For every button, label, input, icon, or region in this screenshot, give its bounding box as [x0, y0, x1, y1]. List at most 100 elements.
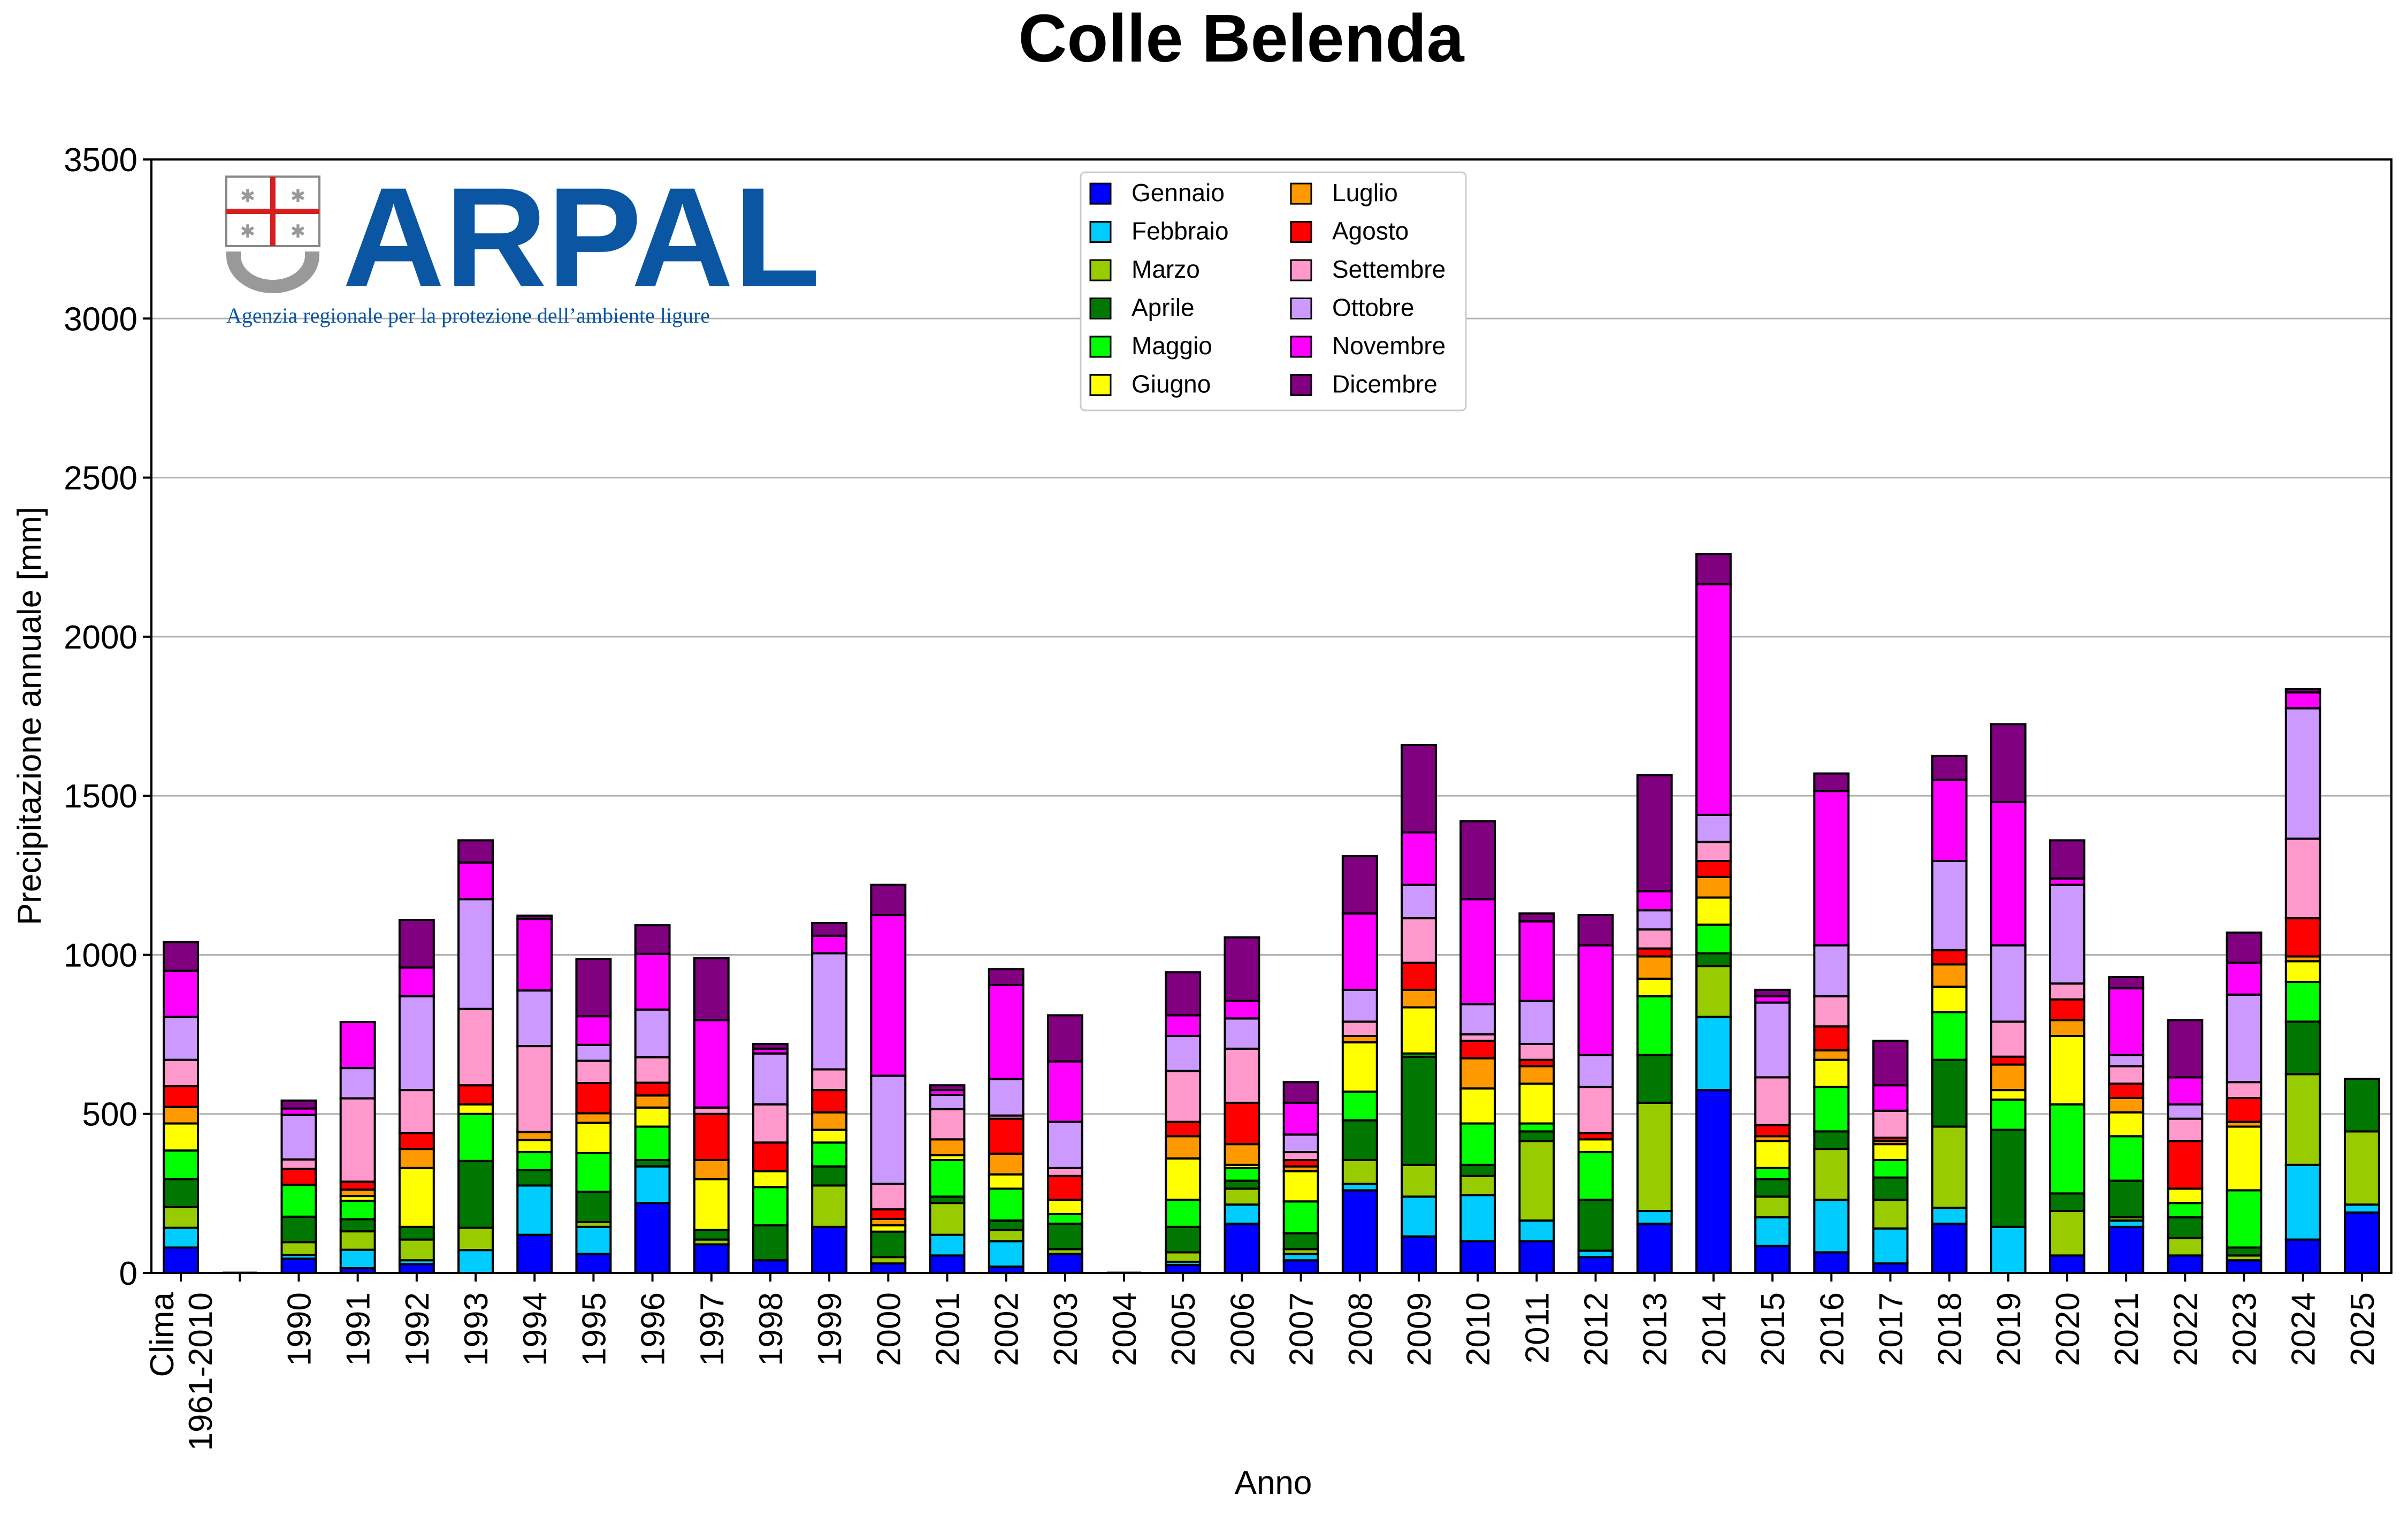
bar-segment — [339, 1248, 376, 1270]
bar-segment — [2108, 1111, 2145, 1138]
x-tick-label: 1995 — [576, 1292, 613, 1366]
bar-segment — [1282, 1133, 1319, 1154]
bar-segment — [1813, 1199, 1850, 1254]
bar-segment — [1931, 949, 1968, 966]
bar-segment — [516, 1184, 553, 1236]
bar-segment — [2226, 962, 2262, 996]
bar-segment — [398, 1238, 435, 1262]
bar-segment — [929, 1084, 966, 1092]
bar-segment — [752, 1042, 789, 1050]
bar-segment — [988, 968, 1025, 986]
bar-segment — [2284, 837, 2321, 920]
bar-segment — [2049, 998, 2085, 1022]
x-tick-label: 1961-2010 — [182, 1292, 219, 1451]
bar-segment — [516, 1045, 553, 1133]
chart-title: Colle Belenda — [1018, 1, 1464, 76]
bar-segment — [1165, 1135, 1202, 1160]
bar-segment — [1695, 860, 1732, 878]
bar-segment — [1459, 1057, 1496, 1090]
bar-segment — [1341, 1091, 1378, 1122]
bar-segment — [1341, 1041, 1378, 1093]
x-tick-label: 2015 — [1755, 1292, 1792, 1366]
bar-segment — [1224, 1203, 1260, 1225]
bar-segment — [2343, 1130, 2380, 1206]
bar-segment — [1341, 1020, 1378, 1038]
bar-segment — [398, 995, 435, 1092]
bar-segment — [988, 1240, 1025, 1268]
bar-segment — [1401, 917, 1437, 964]
bar-segment — [870, 1074, 907, 1185]
bar-segment — [1931, 779, 1968, 863]
bar-segment — [929, 1094, 966, 1110]
bar-segment — [1636, 1101, 1673, 1213]
bar-segment — [2226, 1259, 2262, 1274]
bar-segment — [988, 1153, 1025, 1176]
bar-segment — [988, 1173, 1025, 1190]
bar-segment — [752, 1141, 789, 1172]
arpal-logo-text: ARPAL — [342, 158, 820, 317]
x-tick-label: 1994 — [517, 1292, 554, 1366]
bar-segment — [2226, 931, 2262, 964]
bar-segment — [1754, 988, 1791, 997]
bar-segment — [1341, 855, 1378, 915]
bar-segment — [163, 1178, 200, 1208]
legend-swatch — [1089, 336, 1112, 358]
x-tick-label: 2010 — [1460, 1292, 1497, 1366]
legend-swatch — [1089, 221, 1112, 243]
bar-segment — [1577, 1256, 1614, 1275]
bar-segment — [2049, 1254, 2085, 1275]
bar-segment — [988, 1078, 1025, 1117]
bar-segment — [929, 1158, 966, 1198]
bar-segment — [1695, 923, 1732, 955]
bar-segment — [280, 1215, 317, 1244]
bar-segment — [2108, 987, 2145, 1056]
bar-segment — [1636, 774, 1673, 893]
y-axis-label: Precipitazione annuale [mm] — [11, 507, 48, 925]
bar-segment — [1931, 1011, 1968, 1061]
bar-segment — [1636, 947, 1673, 958]
y-tick-label: 2500 — [64, 460, 137, 497]
bar-segment — [516, 1151, 553, 1171]
legend-label: Luglio — [1332, 179, 1398, 207]
bar-segment — [929, 1138, 966, 1157]
bar-segment — [1754, 1076, 1791, 1126]
y-tick-label: 3500 — [64, 142, 137, 179]
bar-segment — [1401, 883, 1437, 920]
bar-segment — [1282, 1170, 1319, 1203]
liguria-shield-icon: ✱ ✱ ✱ ✱ — [225, 176, 320, 293]
bar-segment — [339, 1097, 376, 1183]
bar-segment — [1046, 1014, 1083, 1063]
bar-segment — [752, 1170, 789, 1188]
bar-segment — [1990, 1020, 2027, 1058]
bar-segment — [163, 1149, 200, 1180]
arpal-logo-subtitle: Agenzia regionale per la protezione dell… — [226, 303, 710, 327]
x-tick-label: 1991 — [340, 1292, 377, 1366]
svg-text:✱: ✱ — [240, 186, 256, 207]
bar-segment — [811, 952, 848, 1071]
bar-segment — [516, 1169, 553, 1187]
bar-segment — [1872, 1039, 1909, 1087]
bar-segment — [929, 1254, 966, 1275]
bar-segment — [1165, 1264, 1202, 1275]
bar-segment — [634, 1094, 671, 1109]
bar-segment — [870, 1230, 907, 1259]
legend: Gennaio Febbraio Marzo Aprile Maggio Giugno Lu… — [1080, 171, 1467, 411]
bar-segment — [163, 1206, 200, 1229]
bar-segment — [988, 984, 1025, 1080]
bar-segment — [1931, 985, 1968, 1013]
legend-swatch — [1290, 374, 1312, 396]
bar-segment — [1931, 754, 1968, 781]
bar-segment — [870, 914, 907, 1077]
bar-segment — [1813, 1251, 1850, 1274]
bar-segment — [634, 1056, 671, 1084]
bar-segment — [2343, 1078, 2380, 1133]
bar-segment — [1813, 995, 1850, 1028]
bar-segment — [2049, 1103, 2085, 1195]
bar-segment — [163, 1058, 200, 1087]
bar-segment — [1931, 1222, 1968, 1274]
bar-segment — [163, 1226, 200, 1249]
bar-segment — [1754, 1167, 1791, 1180]
bar-segment — [693, 1019, 730, 1109]
bar-segment — [1872, 1262, 1909, 1274]
